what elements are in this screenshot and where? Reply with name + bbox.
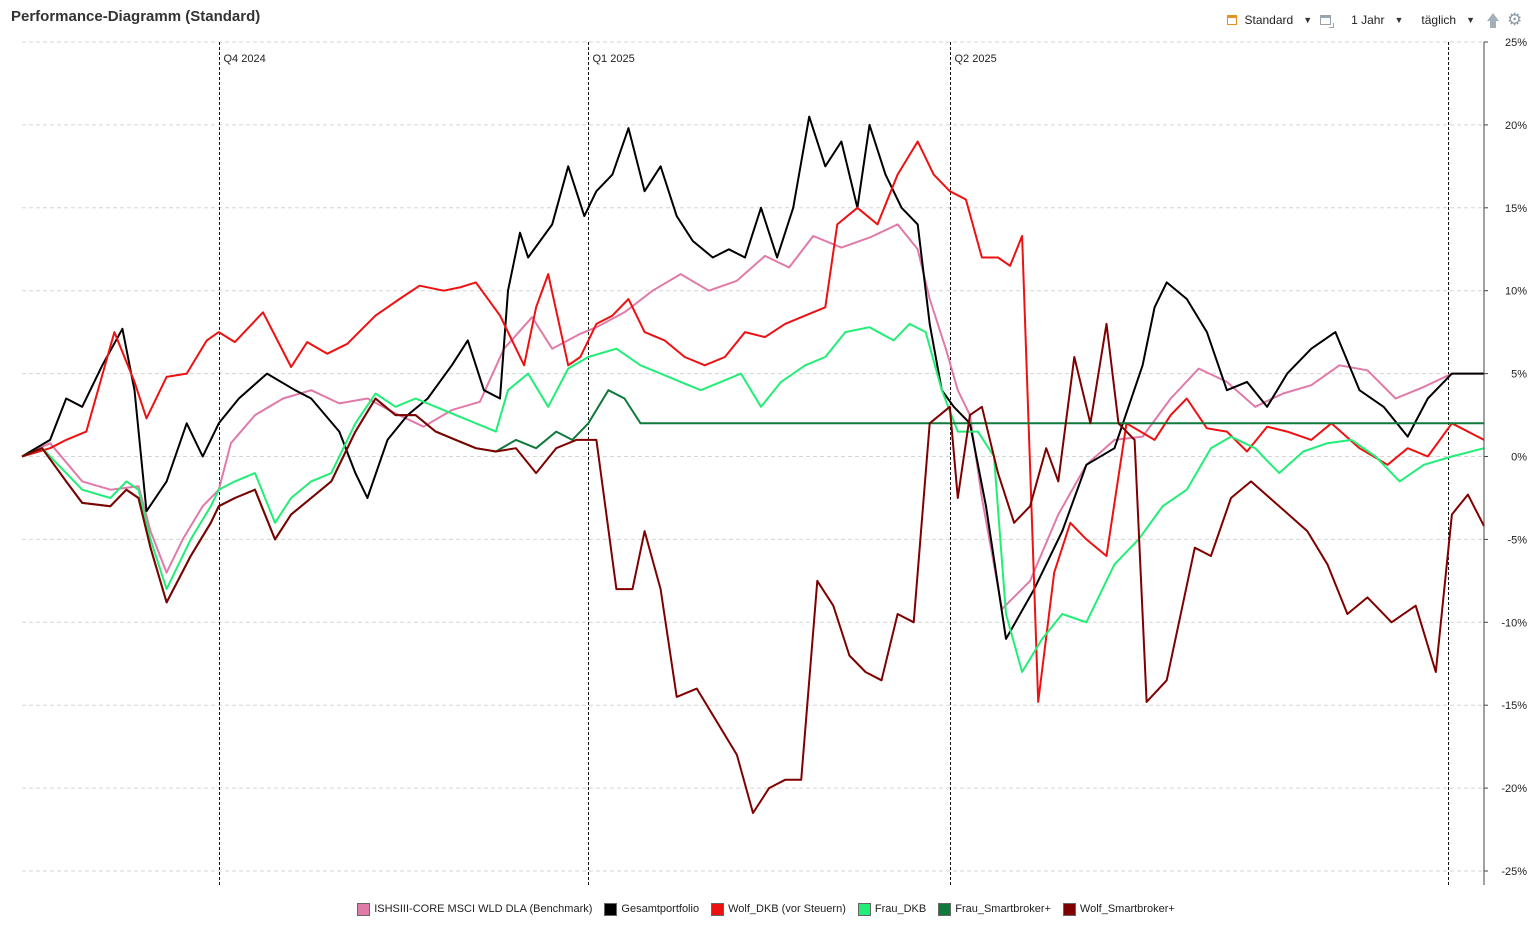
series-line[interactable]: [21, 322, 1485, 814]
legend-swatch: [857, 902, 871, 916]
legend-label: Wolf_DKB (vor Steuern): [728, 903, 846, 915]
chart-legend: ISHSIII-CORE MSCI WLD DLA (Benchmark) Ges…: [0, 900, 1532, 918]
y-tick-label: 25%: [1505, 37, 1527, 49]
view-select[interactable]: Standard ▼: [1227, 13, 1312, 27]
chevron-down-icon: ▼: [1303, 15, 1313, 25]
chevron-down-icon: ▼: [1394, 15, 1404, 25]
calendar-icon: [1227, 15, 1238, 25]
legend-item[interactable]: Wolf_DKB (vor Steuern): [711, 902, 846, 916]
grid-lines: [22, 41, 1484, 872]
legend-item[interactable]: ISHSIII-CORE MSCI WLD DLA (Benchmark): [357, 902, 593, 916]
performance-chart: Q4 2024 Q1 2025 Q2 2025 25% 20% 15% 10% 5% 0% -5…: [21, 37, 1527, 885]
y-axis: 25% 20% 15% 10% 5% 0% -5% -10% -15% -20% -25%: [1483, 37, 1527, 885]
legend-label: ISHSIII-CORE MSCI WLD DLA (Benchmark): [374, 903, 593, 915]
period-select-label: 1 Jahr: [1351, 13, 1385, 27]
series-line[interactable]: [21, 115, 1484, 640]
quarter-label: Q4 2024: [224, 53, 266, 65]
export-icon[interactable]: [1487, 13, 1499, 28]
y-tick-label: 0%: [1511, 452, 1527, 464]
legend-swatch: [938, 902, 952, 916]
quarter-label: Q1 2025: [593, 53, 635, 65]
legend-swatch: [357, 902, 371, 916]
legend-label: Frau_Smartbroker+: [955, 903, 1051, 915]
series-lines: [21, 115, 1485, 814]
y-tick-label: -25%: [1501, 866, 1527, 878]
y-tick-label: 20%: [1505, 120, 1527, 132]
y-tick-label: -15%: [1501, 700, 1527, 712]
series-line[interactable]: [21, 140, 1485, 703]
y-tick-label: 15%: [1505, 203, 1527, 215]
quarter-label: Q2 2025: [955, 53, 997, 65]
y-tick-label: -5%: [1507, 534, 1527, 546]
legend-item[interactable]: Frau_DKB: [857, 902, 927, 916]
legend-item[interactable]: Wolf_Smartbroker+: [1062, 902, 1175, 916]
legend-label: Wolf_Smartbroker+: [1079, 903, 1175, 915]
legend-item[interactable]: Gesamtportfolio: [604, 902, 700, 916]
view-select-label: Standard: [1244, 13, 1294, 27]
chart-toolbar: Standard ▼ 1 Jahr ▼ täglich ▼: [1227, 10, 1522, 30]
legend-swatch: [1062, 902, 1076, 916]
legend-swatch: [711, 902, 725, 916]
legend-item[interactable]: Frau_Smartbroker+: [938, 902, 1051, 916]
page-title: Performance-Diagramm (Standard): [11, 8, 261, 25]
window-icon[interactable]: [1320, 15, 1335, 28]
quarter-markers: Q4 2024 Q1 2025 Q2 2025: [219, 42, 1449, 885]
legend-label: Frau_DKB: [874, 903, 927, 915]
legend-label: Gesamtportfolio: [621, 903, 700, 915]
y-tick-label: 5%: [1511, 369, 1527, 381]
y-tick-label: 10%: [1505, 286, 1527, 298]
y-tick-label: -20%: [1501, 783, 1527, 795]
legend-swatch: [604, 902, 618, 916]
chevron-down-icon: ▼: [1466, 15, 1475, 25]
interval-select[interactable]: täglich ▼: [1421, 13, 1475, 27]
y-tick-label: -10%: [1501, 617, 1527, 629]
gear-icon[interactable]: [1507, 13, 1522, 27]
series-line[interactable]: [21, 223, 1484, 610]
interval-select-label: täglich: [1421, 13, 1457, 27]
series-line[interactable]: [21, 322, 1485, 673]
period-select[interactable]: 1 Jahr ▼: [1351, 13, 1403, 27]
